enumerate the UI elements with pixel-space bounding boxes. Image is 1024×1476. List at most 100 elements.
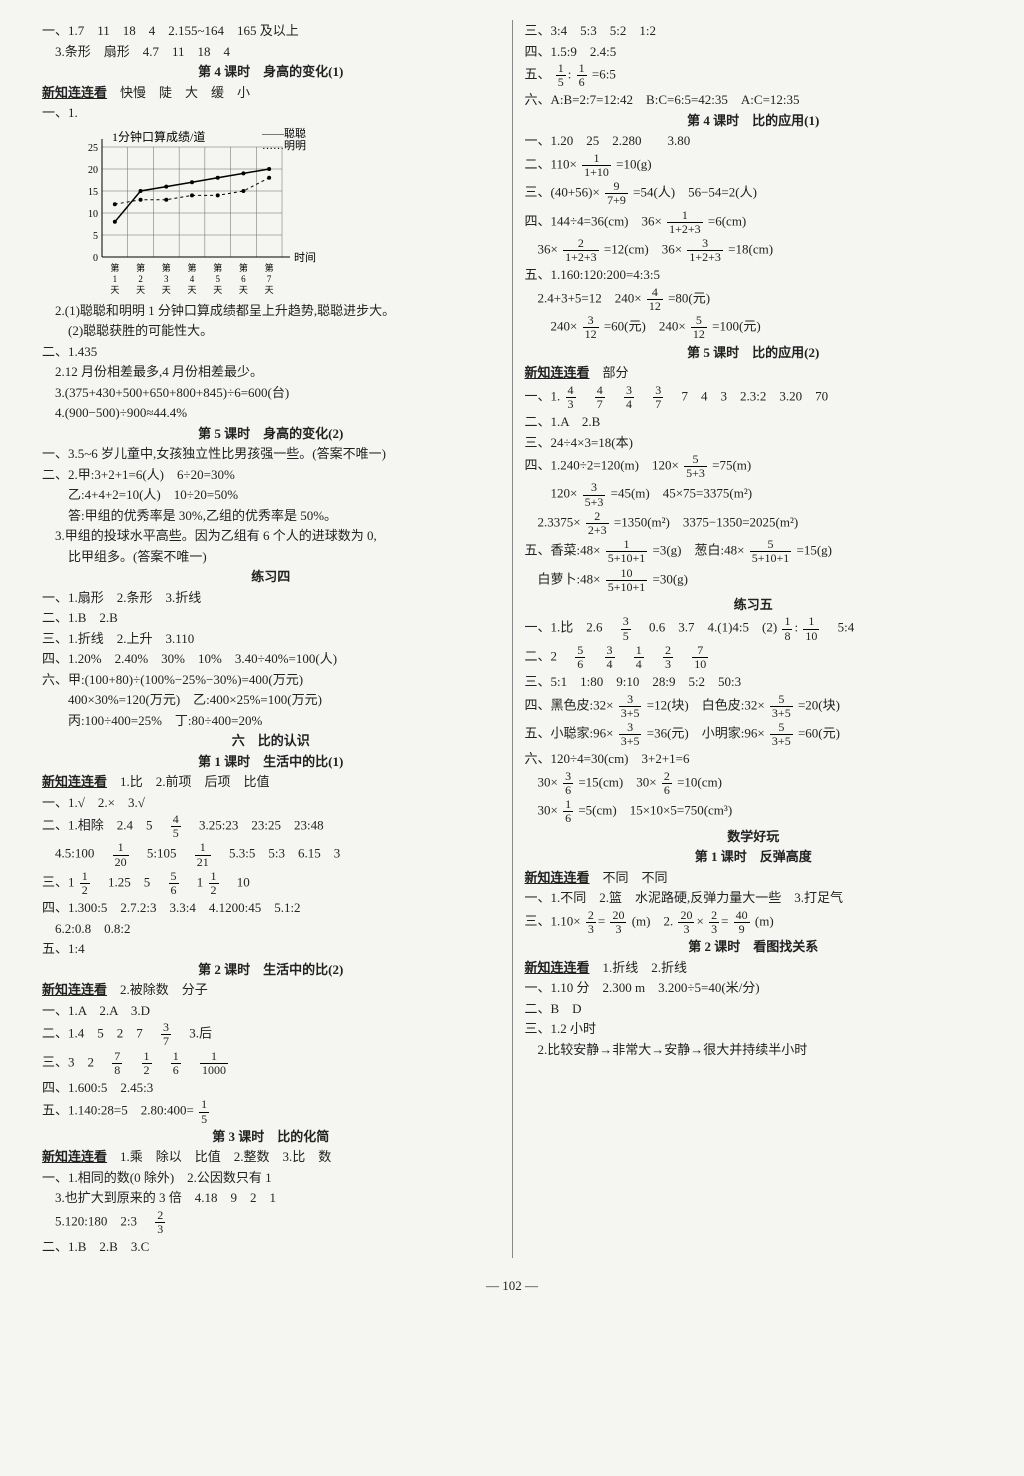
text: 五、1.140:28=5 2.80:400= 15 [42, 1098, 500, 1125]
fraction: 55+10+1 [750, 538, 792, 565]
text: 一、1.10 分 2.300 m 3.200÷5=40(米/分) [525, 978, 983, 998]
svg-text:天: 天 [162, 285, 171, 295]
text: 四、144÷4=36(cm) 36× [525, 213, 662, 228]
svg-text:6: 6 [241, 274, 246, 284]
text: 120× 35+3 =45(m) 45×75=3375(m²) [525, 481, 983, 508]
text: 一、1.√ 2.× 3.√ [42, 793, 500, 813]
text: =3(g) 葱白:48× [653, 543, 745, 558]
fraction: 12 [142, 1050, 152, 1077]
text: 1.乘 除以 比值 2.整数 3.比 数 [107, 1149, 331, 1164]
svg-text:时间: 时间 [294, 251, 316, 264]
text: 三、3 2 [42, 1054, 107, 1069]
text: 五、 15: 16 =6:5 [525, 62, 983, 89]
fraction: 35+3 [583, 481, 606, 508]
svg-text:……明明: ……明明 [262, 139, 306, 152]
fraction: 710 [692, 644, 708, 671]
fraction: 14 [634, 644, 644, 671]
page-number: — 102 — [0, 1268, 1024, 1304]
fraction: 47 [595, 384, 605, 411]
text: 二、1.4 5 2 7 [42, 1026, 156, 1041]
svg-text:天: 天 [265, 285, 274, 295]
text: 36× 21+2+3 =12(cm) 36× 31+2+3 =18(cm) [525, 237, 983, 264]
text: 二、2 [525, 648, 571, 663]
heading: 第 5 课时 比的应用(2) [525, 343, 983, 363]
heading: 数学好玩 [525, 827, 983, 847]
text: 36× [525, 242, 558, 257]
fraction: 37 [653, 384, 663, 411]
fraction: 43 [566, 384, 576, 411]
text: 一、1.7 11 18 4 2.155~164 165 及以上 [42, 21, 500, 41]
fraction: 23 [155, 1209, 165, 1236]
svg-text:——聪聪: ——聪聪 [261, 127, 306, 140]
text: 三、1.折线 2.上升 3.110 [42, 629, 500, 649]
lookup-link: 新知连连看 [42, 85, 107, 100]
fraction: 33+5 [619, 693, 642, 720]
fraction: 16 [563, 798, 573, 825]
svg-text:1: 1 [113, 274, 118, 284]
fraction: 512 [691, 314, 707, 341]
text: 一、1. [525, 388, 561, 403]
text: 3.后 [176, 1026, 212, 1041]
text: 新知连连看 1.乘 除以 比值 2.整数 3.比 数 [42, 1147, 500, 1167]
text: 快慢 陡 大 缓 小 [107, 85, 250, 100]
fraction: 203 [678, 909, 694, 936]
text: 一、1. [42, 103, 500, 123]
fraction: 33+5 [619, 721, 642, 748]
svg-text:第: 第 [136, 262, 145, 273]
text: 新知连连看 2.被除数 分子 [42, 980, 500, 1000]
text: 新知连连看 1.比 2.前项 后项 比值 [42, 772, 500, 792]
text: 30× 36 =15(cm) 30× 26 =10(cm) [525, 770, 983, 797]
text: =60(元) [798, 726, 840, 741]
left-column: 一、1.7 11 18 4 2.155~164 165 及以上 3.条形 扇形 … [30, 20, 513, 1258]
fraction: 11+2+3 [667, 209, 703, 236]
fraction: 23 [586, 909, 596, 936]
text: 2.被除数 分子 [107, 982, 208, 997]
text: =15(cm) 30× [578, 775, 656, 790]
text: 6.2:0.8 0.8:2 [42, 919, 500, 939]
text: 新知连连看 部分 [525, 363, 983, 383]
text: 二、1.相除 2.4 5 [42, 818, 166, 833]
text: 30× [525, 803, 558, 818]
text: 四、1.5:9 2.4:5 [525, 42, 983, 62]
text: (m) [755, 913, 774, 928]
fraction: 11+10 [582, 152, 611, 179]
text: 三、1.10× 23= 203 (m) 2. 203× 23= 409 (m) [525, 909, 983, 936]
heading: 练习五 [525, 595, 983, 615]
svg-text:20: 20 [88, 165, 98, 176]
text: 二、1.4 5 2 7 37 3.后 [42, 1021, 500, 1048]
text: =20(块) [798, 697, 840, 712]
text: 五、1:4 [42, 939, 500, 959]
text: 二、1.相除 2.4 5 45 3.25:23 23:25 23:48 [42, 813, 500, 840]
text: 一、1.比 2.6 35 0.6 3.7 4.(1)4:5 (2) 18: 11… [525, 615, 983, 642]
text: =54(人) 56−54=2(人) [633, 185, 757, 200]
text: 比甲组多。(答案不唯一) [42, 547, 500, 567]
text: 一、1.比 2.6 [525, 620, 616, 635]
text: 乙:4+4+2=10(人) 10÷20=50% [42, 485, 500, 505]
text: 二、110× [525, 157, 577, 172]
lookup-link: 新知连连看 [525, 365, 590, 380]
text: =6(cm) [708, 213, 746, 228]
text: 一、1.A 2.A 3.D [42, 1001, 500, 1021]
fraction: 11000 [200, 1050, 228, 1077]
text: 1.25 5 [95, 874, 163, 889]
heading: 第 4 课时 身高的变化(1) [42, 62, 500, 82]
text: 三、5:1 1:80 9:10 28:9 5:2 50:3 [525, 672, 983, 692]
heading: 第 4 课时 比的应用(1) [525, 111, 983, 131]
heading: 第 2 课时 生活中的比(2) [42, 960, 500, 980]
text: 丙:100÷400=25% 丁:80÷400=20% [42, 711, 500, 731]
lookup-link: 新知连连看 [42, 1149, 107, 1164]
lookup-link: 新知连连看 [42, 982, 107, 997]
text: 4.5:100 120 5:105 121 5.3:5 5:3 6.15 3 [42, 841, 500, 868]
text: 5:105 [134, 846, 190, 861]
text: =75(m) [712, 458, 751, 473]
fraction: 110 [803, 615, 819, 642]
svg-text:10: 10 [88, 209, 98, 220]
text: 五、 [525, 67, 551, 82]
heading: 六 比的认识 [42, 731, 500, 751]
text: 不同 不同 [590, 870, 668, 885]
fraction: 22+3 [586, 510, 609, 537]
text: 四、144÷4=36(cm) 36× 11+2+3 =6(cm) [525, 209, 983, 236]
right-column: 三、3:4 5:3 5:2 1:2 四、1.5:9 2.4:5 五、 15: 1… [513, 20, 995, 1258]
text: 一、3.5~6 岁儿童中,女孩独立性比男孩强一些。(答案不唯一) [42, 444, 500, 464]
text: 30× [525, 775, 558, 790]
